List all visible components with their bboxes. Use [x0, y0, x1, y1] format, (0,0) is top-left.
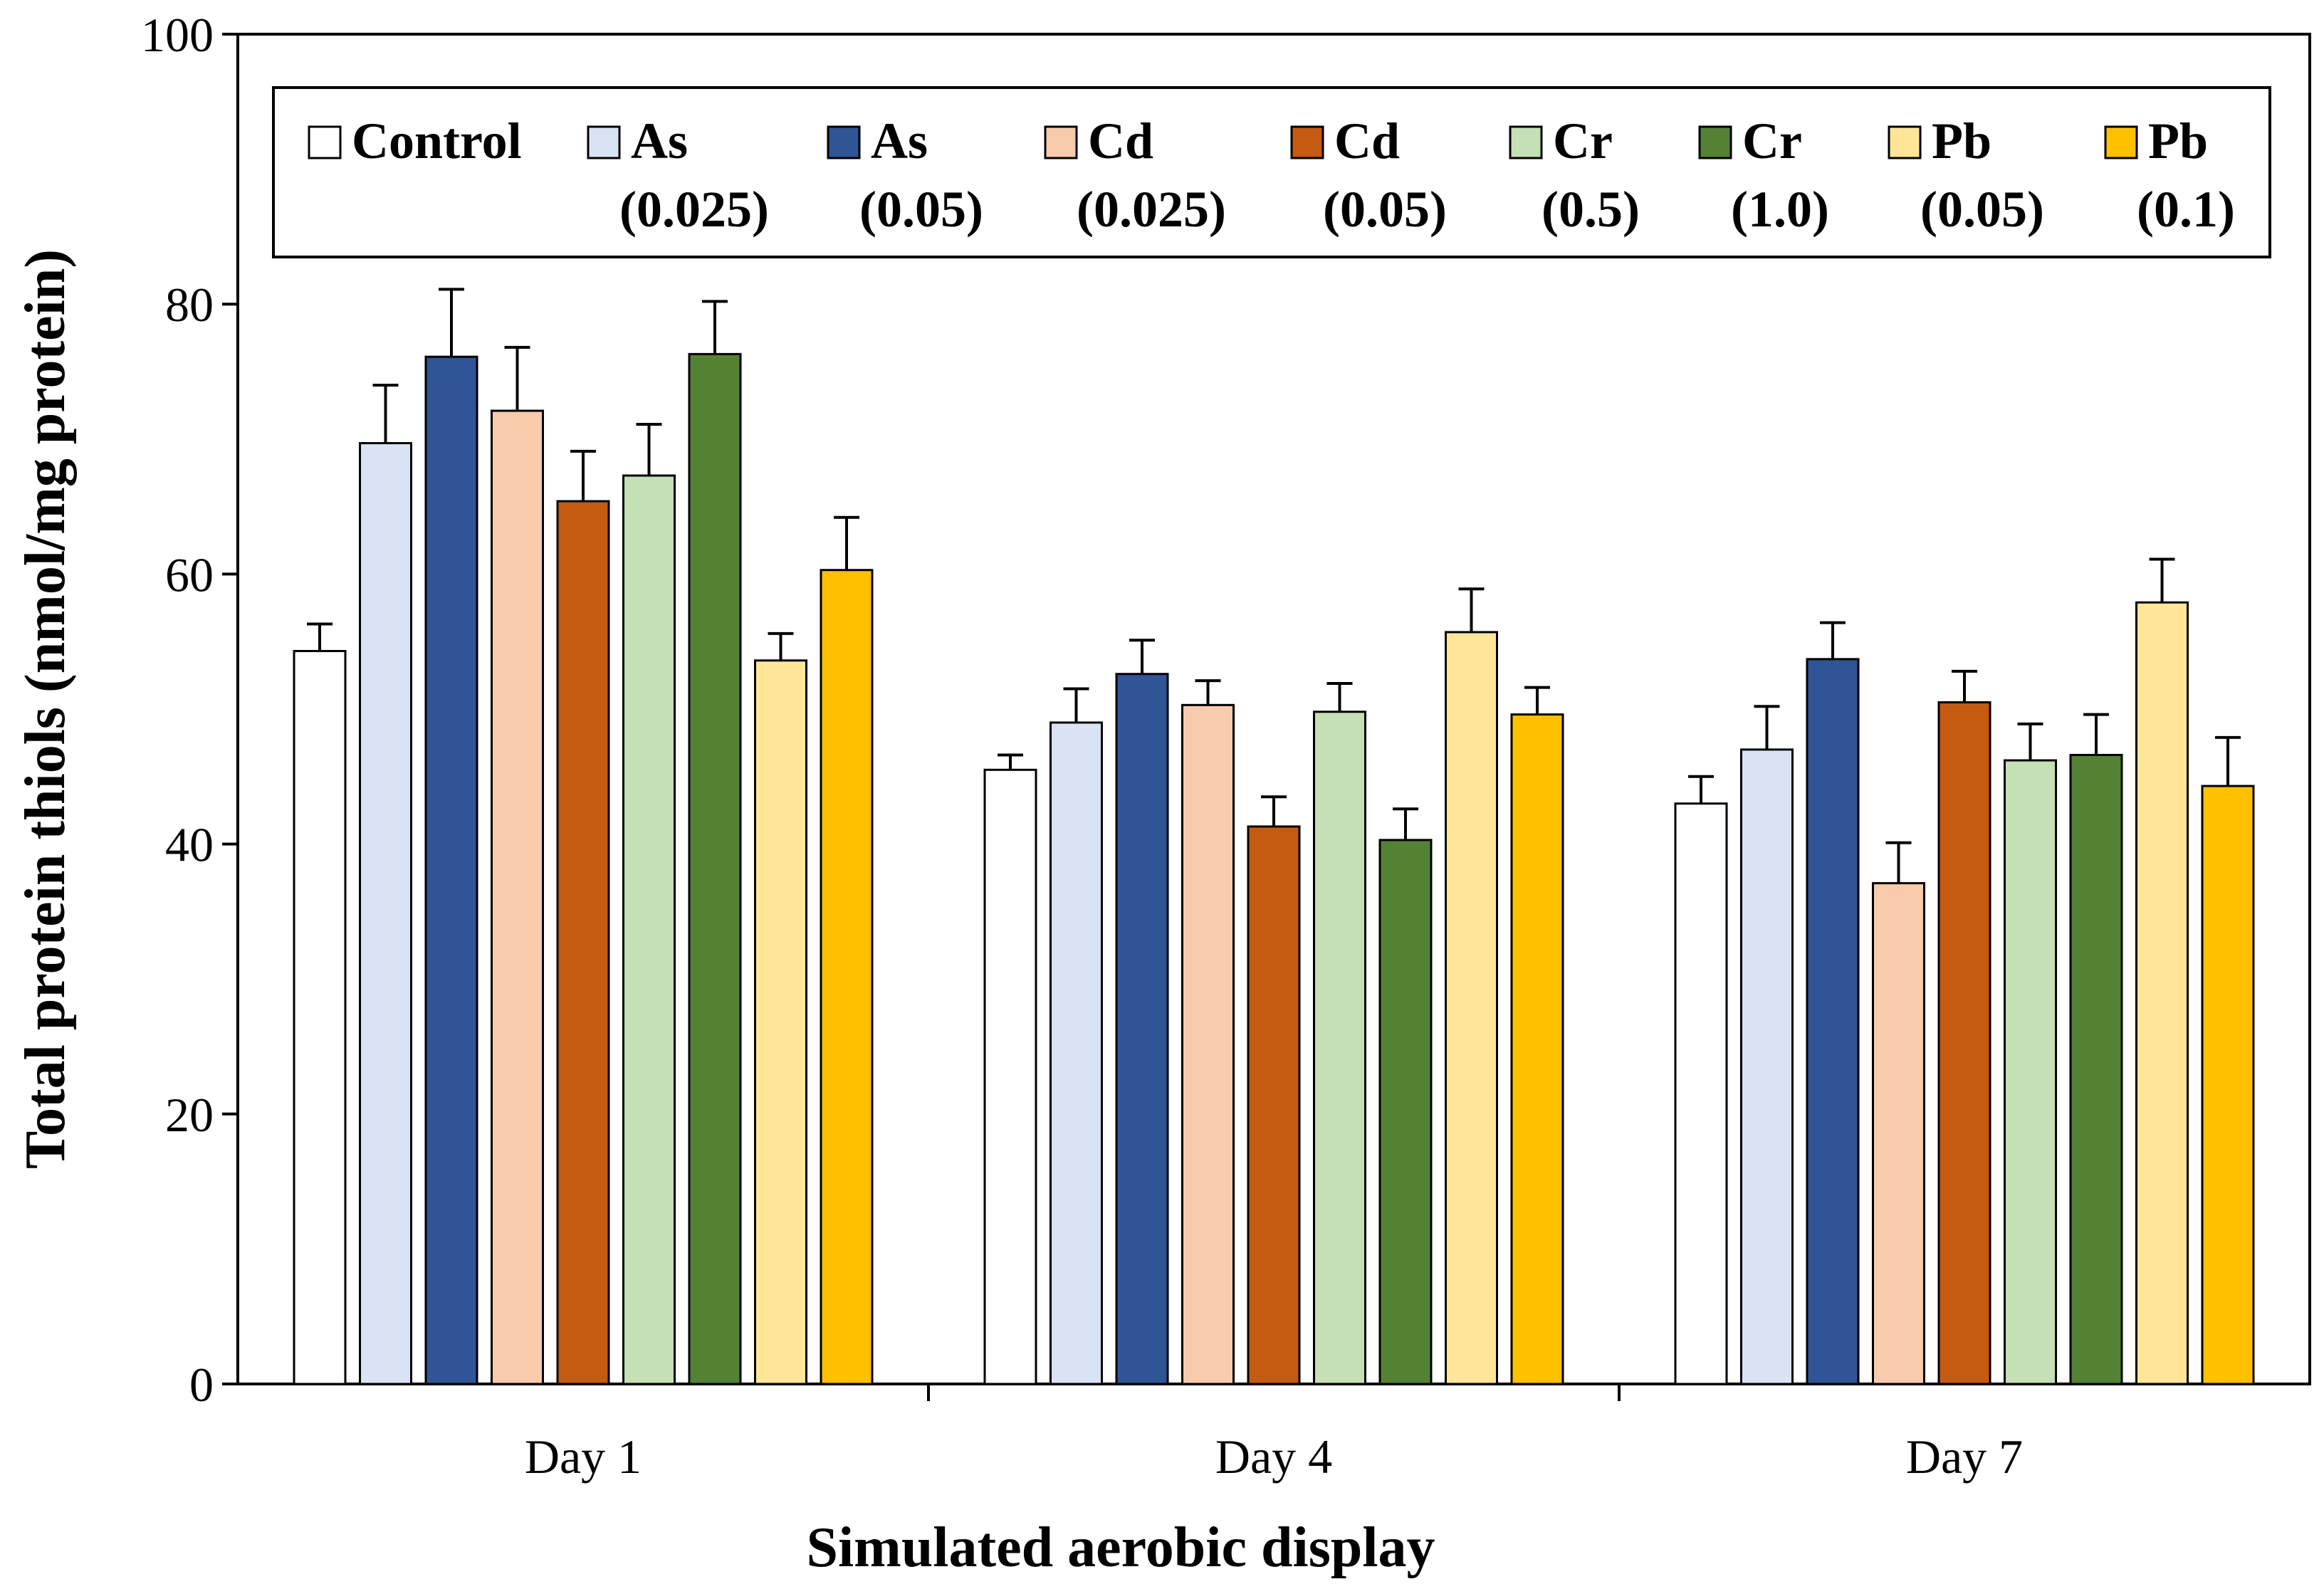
legend-item: Cd (0.05) [1290, 112, 1447, 238]
series-cd-0-025 [491, 345, 1925, 1385]
legend-label-sub: (0.5) [1542, 181, 1640, 238]
legend-item: Pb (0.1) [2104, 112, 2235, 238]
bar [1510, 713, 1564, 1385]
x-axis: Day 1 Day 4 Day 7 [525, 1384, 2023, 1484]
bar [293, 649, 347, 1385]
legend-label: Cr [1553, 112, 1613, 169]
y-tick-label: 40 [165, 818, 214, 872]
y-tick-label: 100 [141, 8, 214, 62]
x-tick-label: Day 4 [1215, 1430, 1332, 1484]
bar [754, 659, 807, 1385]
legend-swatch [2104, 125, 2138, 159]
legend-swatch [1509, 125, 1543, 159]
legend-label-sub: (0.1) [2137, 181, 2235, 238]
legend: Control As (0.025) As (0.05) Cd (0.025) Cd (0.05… [272, 86, 2271, 258]
legend-label: Control [352, 112, 522, 169]
legend-item: Pb (0.05) [1888, 112, 2044, 238]
bar [1674, 802, 1728, 1385]
legend-item: As (0.025) [587, 112, 769, 238]
bar [1378, 839, 1433, 1385]
legend-label-sub: (0.05) [1323, 181, 1447, 238]
y-tick-label: 20 [165, 1088, 214, 1142]
bar [491, 409, 544, 1385]
bar [2201, 785, 2255, 1385]
series-as-0-025 [359, 383, 1794, 1385]
x-tick-label: Day 7 [1906, 1430, 2023, 1484]
legend-item: Control [308, 112, 522, 169]
y-axis-title: Total protein thiols (nmol/mg protein) [14, 249, 77, 1169]
legend-label: Pb [1932, 112, 1991, 169]
legend-item: Cr (0.5) [1509, 112, 1640, 238]
legend-label-sub: (0.025) [619, 181, 769, 238]
y-tick-label: 0 [189, 1358, 214, 1412]
series-cr-1-0 [688, 300, 2123, 1385]
bar [688, 352, 742, 1385]
legend-label: Pb [2148, 112, 2208, 169]
bar [1115, 673, 1169, 1385]
bar [1806, 658, 1860, 1385]
legend-label-sub: (0.025) [1077, 181, 1226, 238]
y-axis: 0 20 40 60 80 100 [141, 8, 238, 1412]
legend-swatch [1698, 125, 1732, 159]
legend-swatch [827, 125, 861, 159]
legend-label: Cd [1088, 112, 1153, 169]
legend-item: As (0.05) [827, 112, 983, 238]
bar [1445, 631, 1498, 1385]
bars-layer [293, 288, 2255, 1385]
bar [1872, 882, 1925, 1385]
legend-swatch [308, 125, 342, 159]
bar [622, 474, 676, 1385]
bar [983, 768, 1037, 1385]
series-control [293, 622, 1728, 1385]
legend-swatch [1888, 125, 1922, 159]
x-axis-title: Simulated aerobic display [806, 1516, 1435, 1579]
bar [359, 441, 412, 1385]
series-pb-0-05 [754, 557, 2189, 1385]
bar [1740, 748, 1794, 1385]
bar [556, 500, 610, 1385]
legend-label-sub: (0.05) [1920, 181, 2044, 238]
series-cd-0-05 [556, 449, 1991, 1385]
series-pb-0-1 [820, 515, 2255, 1385]
bar [1181, 703, 1235, 1385]
bar [2069, 753, 2123, 1385]
x-tick-label: Day 1 [525, 1430, 642, 1484]
bar [424, 355, 478, 1385]
bar [1313, 710, 1366, 1385]
legend-swatch [1044, 125, 1078, 159]
legend-swatch [587, 125, 621, 159]
y-tick-label: 80 [165, 278, 214, 332]
legend-label: Cd [1334, 112, 1400, 169]
legend-label: Cr [1742, 112, 1802, 169]
bar [1247, 825, 1301, 1385]
series-cr-0-5 [622, 422, 2057, 1385]
legend-item: Cd (0.025) [1044, 112, 1226, 238]
legend-label: As [631, 112, 688, 169]
bar [2135, 601, 2189, 1385]
legend-item: Cr (1.0) [1698, 112, 1829, 238]
bar [2004, 759, 2057, 1385]
legend-label-sub: (0.05) [859, 181, 983, 238]
bar [1937, 701, 1991, 1385]
y-tick-label: 60 [165, 547, 214, 602]
bar [820, 569, 874, 1385]
series-as-0-05 [424, 288, 1860, 1385]
legend-box [272, 86, 2271, 258]
legend-label-sub: (1.0) [1731, 181, 1829, 238]
bar [1050, 721, 1103, 1385]
legend-swatch [1290, 125, 1324, 159]
legend-label: As [871, 112, 928, 169]
